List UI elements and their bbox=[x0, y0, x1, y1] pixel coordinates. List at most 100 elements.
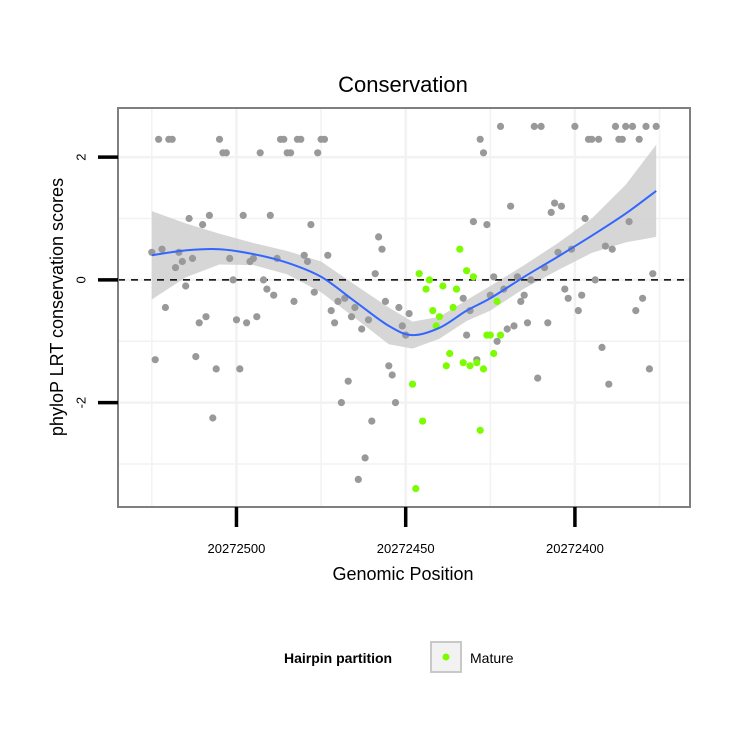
data-point bbox=[578, 291, 586, 299]
data-point bbox=[564, 294, 572, 302]
data-point bbox=[517, 297, 525, 305]
data-point bbox=[520, 291, 528, 299]
data-point bbox=[523, 319, 532, 327]
data-point bbox=[635, 135, 643, 143]
mature-point bbox=[412, 485, 420, 493]
mature-point bbox=[479, 365, 488, 373]
data-point bbox=[381, 297, 389, 305]
mature-point bbox=[435, 313, 444, 321]
data-point bbox=[347, 313, 356, 321]
data-point bbox=[608, 245, 616, 253]
smooth-line bbox=[151, 190, 657, 337]
mature-point bbox=[493, 297, 501, 305]
data-point bbox=[371, 270, 379, 278]
data-point bbox=[192, 353, 200, 361]
data-point bbox=[507, 202, 515, 210]
data-point bbox=[236, 365, 244, 373]
data-point bbox=[513, 273, 522, 281]
data-point bbox=[239, 211, 247, 219]
data-point bbox=[171, 264, 180, 272]
data-point bbox=[263, 285, 271, 293]
data-point bbox=[249, 254, 257, 262]
data-point bbox=[645, 365, 654, 373]
data-point bbox=[537, 122, 545, 130]
data-point bbox=[588, 135, 596, 143]
data-point bbox=[209, 414, 217, 422]
data-point bbox=[493, 337, 501, 345]
data-point bbox=[280, 135, 288, 143]
data-point bbox=[324, 251, 332, 259]
data-point bbox=[557, 202, 566, 210]
data-point bbox=[222, 149, 230, 157]
mature-point bbox=[446, 349, 454, 358]
mature-point bbox=[408, 380, 417, 388]
mature-point bbox=[469, 273, 477, 281]
data-point bbox=[639, 294, 647, 302]
mature-point bbox=[422, 285, 430, 293]
data-point bbox=[649, 270, 657, 278]
mature-point bbox=[449, 303, 457, 312]
data-point bbox=[598, 343, 606, 351]
data-point bbox=[320, 135, 329, 143]
data-point bbox=[303, 257, 312, 266]
plot-area: -2 0 2 20272500 20272450 20272400 bbox=[73, 107, 691, 556]
data-point bbox=[202, 313, 210, 321]
data-point bbox=[591, 276, 599, 284]
data-point bbox=[632, 307, 640, 315]
data-point bbox=[270, 291, 278, 299]
data-point bbox=[625, 218, 633, 226]
mature-point bbox=[490, 349, 498, 358]
data-point bbox=[314, 149, 322, 157]
data-point bbox=[574, 307, 582, 315]
legend-title: Hairpin partition bbox=[284, 650, 392, 666]
mature-point bbox=[419, 417, 427, 425]
mature-point bbox=[452, 285, 461, 293]
data-point bbox=[479, 149, 488, 157]
mature-point bbox=[415, 270, 423, 278]
data-point bbox=[226, 254, 234, 262]
data-point bbox=[212, 365, 220, 373]
mature-point bbox=[439, 282, 447, 290]
data-point bbox=[581, 214, 589, 223]
data-point bbox=[205, 211, 213, 219]
data-point bbox=[364, 316, 373, 324]
chart-title: Conservation bbox=[338, 72, 468, 97]
data-point bbox=[168, 135, 176, 143]
data-point bbox=[307, 221, 315, 229]
data-point bbox=[595, 135, 603, 143]
confidence-ribbon bbox=[151, 144, 657, 349]
y-tick-label: 2 bbox=[73, 153, 88, 160]
data-point bbox=[490, 273, 498, 281]
mature-point bbox=[463, 267, 471, 275]
data-point bbox=[229, 276, 237, 284]
data-point bbox=[544, 319, 552, 327]
data-point bbox=[503, 325, 511, 333]
data-point bbox=[405, 310, 413, 318]
x-tick-label: 20272500 bbox=[208, 541, 266, 556]
x-axis-title: Genomic Position bbox=[332, 564, 473, 584]
mature-point bbox=[456, 245, 464, 253]
data-point bbox=[297, 135, 305, 143]
data-point bbox=[527, 276, 535, 284]
data-point bbox=[161, 303, 169, 312]
mature-point bbox=[459, 359, 467, 367]
data-point bbox=[618, 135, 626, 143]
data-point bbox=[155, 135, 163, 143]
data-point bbox=[290, 297, 298, 305]
data-point bbox=[354, 475, 362, 483]
data-point bbox=[571, 122, 579, 130]
data-point bbox=[300, 251, 308, 259]
data-point bbox=[642, 122, 650, 130]
mature-point bbox=[486, 331, 494, 339]
data-point bbox=[628, 122, 637, 130]
data-point bbox=[351, 303, 359, 312]
y-tick-label: -2 bbox=[73, 397, 88, 409]
legend-mature-dot bbox=[442, 653, 450, 661]
data-point bbox=[232, 316, 241, 324]
data-point bbox=[361, 454, 369, 462]
data-point bbox=[188, 254, 197, 262]
data-point bbox=[266, 211, 274, 219]
data-point bbox=[259, 276, 268, 284]
data-point bbox=[182, 282, 190, 290]
